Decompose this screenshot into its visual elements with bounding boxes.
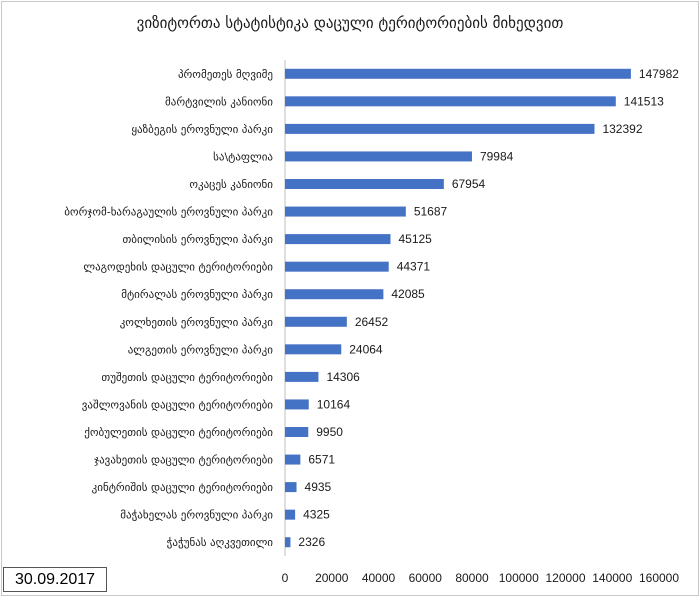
data-label: 132392 bbox=[602, 122, 642, 136]
bar bbox=[285, 427, 309, 437]
bar bbox=[285, 316, 347, 327]
category-label: ჯავახეთის დაცული ტერიტორიები bbox=[94, 454, 273, 467]
data-label: 67954 bbox=[452, 177, 486, 191]
category-label: მარტვილის კანიონი bbox=[165, 95, 273, 108]
category-label: მაჭახელას ეროვნული პარკი bbox=[120, 509, 273, 522]
category-label: ალგეთის ეროვნული პარკი bbox=[128, 343, 274, 356]
data-label: 79984 bbox=[480, 149, 514, 163]
category-label: კინტრიშის დაცული ტერიტორიები bbox=[92, 481, 274, 494]
category-label: სა\ტაფლია bbox=[213, 150, 273, 163]
category-label: ჭაჭუნას აღკვეთილი bbox=[167, 536, 274, 549]
bar bbox=[285, 234, 391, 245]
bar bbox=[285, 482, 297, 493]
data-label: 6571 bbox=[308, 453, 335, 467]
bar bbox=[285, 68, 631, 79]
data-label: 51687 bbox=[414, 205, 448, 219]
x-tick-label: 40000 bbox=[362, 571, 396, 585]
x-tick-label: 160000 bbox=[639, 571, 679, 585]
data-label: 45125 bbox=[398, 232, 432, 246]
category-label: თუშეთის დაცული ტერიტორიები bbox=[101, 371, 273, 384]
x-tick-label: 60000 bbox=[409, 571, 443, 585]
x-tick-label: 140000 bbox=[592, 571, 632, 585]
x-tick-label: 120000 bbox=[545, 571, 585, 585]
x-tick-label: 80000 bbox=[455, 571, 489, 585]
category-label: პრომეთეს მღვიმე bbox=[178, 68, 273, 81]
category-label: კოლხეთის ეროვნული პარკი bbox=[120, 316, 274, 329]
bar bbox=[285, 371, 319, 382]
x-tick-label: 100000 bbox=[499, 571, 539, 585]
category-label: ვაშლოვანის დაცული ტერიტორიები bbox=[82, 398, 274, 411]
category-label: ბორჯომ-ხარაგაულის ეროვნული პარკი bbox=[64, 206, 273, 219]
data-label: 2326 bbox=[298, 535, 325, 549]
bar bbox=[285, 261, 389, 272]
bar bbox=[285, 151, 472, 162]
data-label: 44371 bbox=[397, 260, 431, 274]
category-label: ლაგოდეხის დაცული ტერიტორიები bbox=[83, 261, 273, 274]
bar bbox=[285, 206, 406, 217]
data-label: 147982 bbox=[639, 67, 679, 81]
bar bbox=[285, 399, 309, 410]
data-label: 141513 bbox=[624, 94, 664, 108]
chart-title: ვიზიტორთა სტატისტიკა დაცული ტერიტორიების… bbox=[136, 14, 564, 32]
bar bbox=[285, 179, 444, 189]
data-label: 42085 bbox=[391, 287, 425, 301]
bar bbox=[285, 454, 301, 465]
x-tick-label: 20000 bbox=[315, 571, 349, 585]
date-label: 30.09.2017 bbox=[3, 567, 107, 592]
data-label: 26452 bbox=[355, 315, 389, 329]
bar bbox=[285, 289, 384, 300]
category-label: თბილისის ეროვნული პარკი bbox=[122, 233, 273, 246]
bar bbox=[285, 537, 291, 548]
data-label: 4325 bbox=[303, 508, 330, 522]
category-label: ოკაცეს კანიონი bbox=[189, 178, 273, 191]
data-label: 9950 bbox=[316, 425, 343, 439]
x-tick-label: 0 bbox=[282, 571, 289, 585]
bar bbox=[285, 123, 595, 134]
category-label: ქობულეთის დაცული ტერიტორიები bbox=[84, 426, 273, 439]
data-label: 14306 bbox=[326, 370, 360, 384]
data-label: 10164 bbox=[317, 397, 351, 411]
category-label: ყაზბეგის ეროვნული პარკი bbox=[131, 123, 273, 136]
category-label: მტირალას ეროვნული პარკი bbox=[121, 288, 273, 301]
bar bbox=[285, 96, 616, 107]
bar bbox=[285, 344, 342, 355]
bar bbox=[285, 509, 296, 520]
data-label: 4935 bbox=[305, 480, 332, 494]
data-label: 24064 bbox=[349, 342, 383, 356]
